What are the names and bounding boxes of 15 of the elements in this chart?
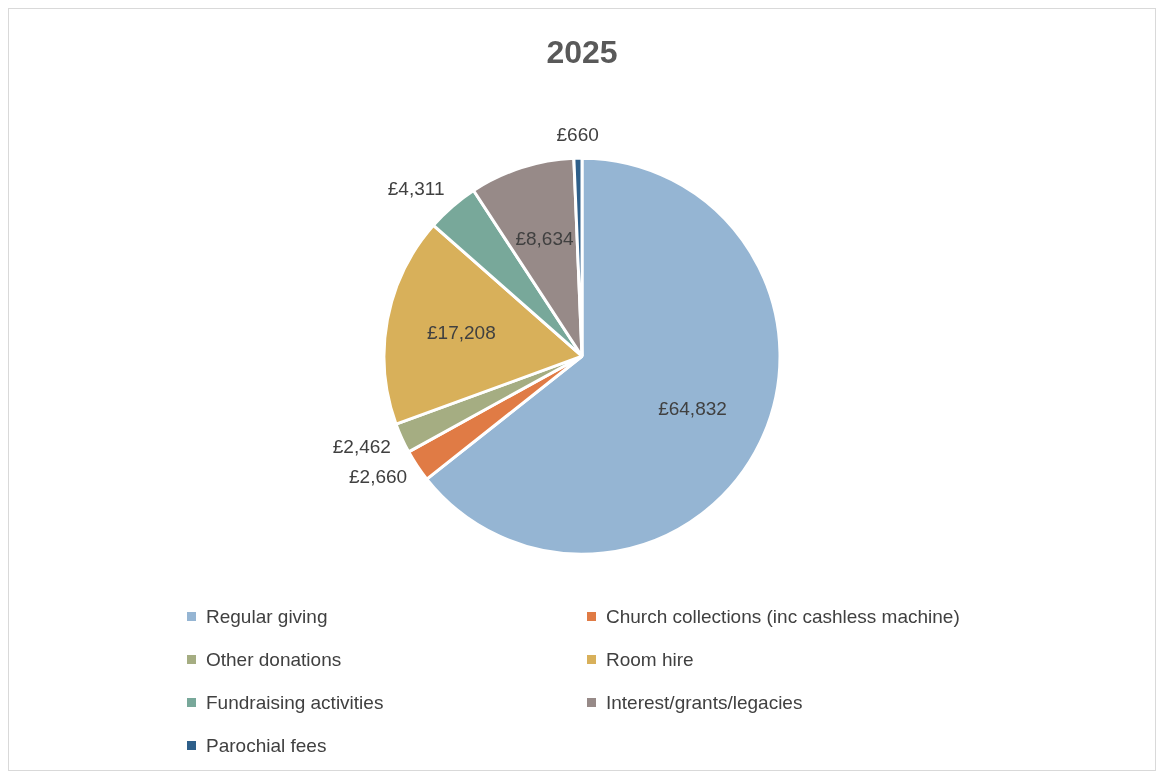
legend-label: Interest/grants/legacies xyxy=(606,691,803,714)
legend-label: Parochial fees xyxy=(206,734,327,757)
data-label: £64,832 xyxy=(658,397,727,419)
data-label: £2,462 xyxy=(332,435,391,457)
data-label: £2,660 xyxy=(349,466,408,488)
data-label: £660 xyxy=(556,124,599,146)
legend-label: Other donations xyxy=(206,648,342,671)
legend-label: Church collections (inc cashless machine) xyxy=(606,605,960,628)
data-label: £17,208 xyxy=(427,321,496,343)
legend-label: Room hire xyxy=(606,648,694,671)
legend-label: Fundraising activities xyxy=(206,691,384,714)
chart-title: 2025 xyxy=(546,34,618,71)
data-label: £4,311 xyxy=(387,178,445,200)
legend-label: Regular giving xyxy=(206,605,328,628)
data-label: £8,634 xyxy=(515,227,574,249)
